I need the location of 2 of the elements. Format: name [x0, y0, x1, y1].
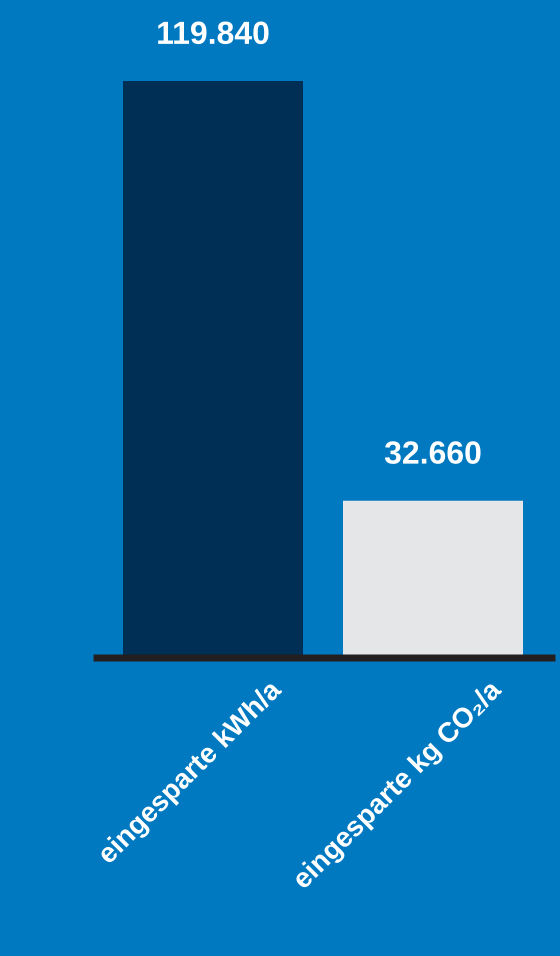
data-label: 32.660 — [384, 441, 481, 464]
data-label: 119.840 — [158, 22, 269, 44]
